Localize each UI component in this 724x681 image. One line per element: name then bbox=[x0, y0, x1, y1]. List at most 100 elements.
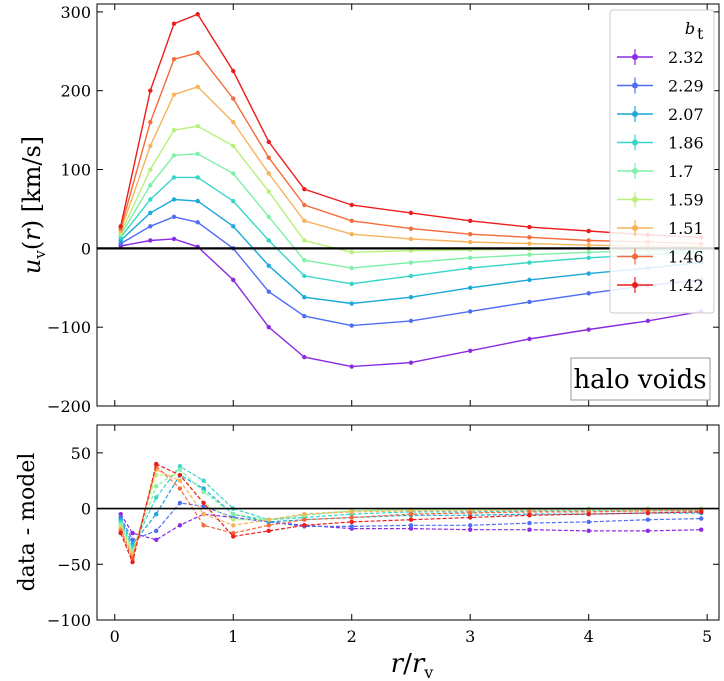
legend-marker bbox=[632, 196, 638, 203]
data-point bbox=[302, 511, 307, 517]
data-point bbox=[171, 236, 177, 242]
data-point bbox=[154, 537, 159, 542]
data-point bbox=[302, 523, 307, 528]
series-1.46 bbox=[118, 464, 704, 561]
data-point bbox=[177, 500, 183, 506]
data-point bbox=[302, 517, 307, 522]
data-point bbox=[171, 175, 177, 180]
data-point bbox=[266, 139, 271, 145]
data-point bbox=[231, 171, 236, 176]
data-point bbox=[699, 509, 704, 515]
bottom-y-axis-title: data - model bbox=[15, 453, 40, 592]
legend-entry: 1.46 bbox=[617, 248, 704, 267]
series-line bbox=[120, 13, 702, 238]
x-tick-label: 4 bbox=[584, 627, 594, 646]
data-point bbox=[201, 523, 206, 528]
data-point bbox=[586, 327, 591, 332]
legend-entry: 2.29 bbox=[617, 77, 704, 96]
legend-marker bbox=[632, 225, 638, 231]
data-point bbox=[266, 238, 271, 243]
data-point bbox=[408, 236, 414, 242]
bottom-panel: −100 −50 0 50 0 1 2 3 4 5 data - model r/rv bbox=[15, 424, 720, 681]
data-point bbox=[408, 260, 414, 265]
data-point bbox=[148, 224, 153, 229]
data-point bbox=[171, 214, 177, 220]
data-point bbox=[231, 534, 236, 539]
data-point bbox=[177, 467, 183, 472]
data-point bbox=[130, 559, 135, 565]
legend-entry: 1.59 bbox=[617, 191, 704, 210]
data-point bbox=[468, 348, 473, 354]
bottom-y-ticks: −100 −50 0 50 bbox=[47, 444, 719, 630]
data-point bbox=[527, 241, 532, 246]
data-point bbox=[177, 472, 183, 478]
y-tick-label: −50 bbox=[57, 555, 91, 574]
legend-title: b bbox=[685, 19, 695, 38]
data-point bbox=[266, 517, 271, 522]
data-point bbox=[699, 516, 704, 521]
legend-entry: 2.07 bbox=[617, 105, 704, 124]
bottom-x-ticks: 0 1 2 3 4 5 bbox=[110, 425, 712, 646]
series-1.86 bbox=[118, 464, 704, 550]
data-point bbox=[349, 519, 354, 525]
series-line bbox=[120, 502, 702, 541]
annotation-label: halo voids bbox=[573, 365, 706, 395]
data-point bbox=[171, 92, 177, 97]
data-point bbox=[154, 461, 159, 467]
data-point bbox=[527, 520, 532, 526]
data-point bbox=[118, 224, 123, 229]
data-point bbox=[118, 511, 123, 517]
data-point bbox=[645, 517, 651, 522]
data-point bbox=[195, 220, 200, 225]
x-tick-label: 3 bbox=[465, 627, 475, 646]
series-2.32 bbox=[118, 236, 704, 369]
data-point bbox=[408, 526, 414, 531]
data-point bbox=[266, 289, 271, 294]
data-point bbox=[231, 530, 236, 536]
data-point bbox=[231, 523, 236, 528]
top-plot-frame bbox=[96, 3, 720, 407]
legend-entry: 2.32 bbox=[617, 48, 704, 67]
data-point bbox=[527, 252, 532, 257]
legend-marker bbox=[632, 168, 638, 174]
data-point bbox=[408, 508, 414, 513]
data-point bbox=[586, 291, 591, 296]
data-point bbox=[586, 228, 591, 234]
y-tick-label: 0 bbox=[81, 500, 91, 519]
data-point bbox=[527, 224, 532, 230]
data-point bbox=[468, 218, 473, 223]
data-point bbox=[201, 486, 206, 491]
data-point bbox=[468, 510, 473, 516]
legend-label: 1.42 bbox=[668, 276, 704, 295]
data-point bbox=[408, 273, 414, 279]
data-point bbox=[302, 218, 307, 223]
data-point bbox=[349, 281, 354, 287]
data-point bbox=[118, 241, 123, 246]
data-point bbox=[148, 143, 153, 149]
data-point bbox=[527, 235, 532, 240]
data-point bbox=[699, 527, 704, 532]
data-point bbox=[195, 123, 200, 129]
y-tick-label: 0 bbox=[81, 239, 91, 258]
legend-entry: 1.51 bbox=[617, 219, 704, 238]
y-tick-label: −100 bbox=[47, 318, 91, 337]
data-point bbox=[408, 517, 414, 522]
data-point bbox=[154, 511, 159, 517]
data-point bbox=[468, 255, 473, 261]
legend-label: 1.46 bbox=[668, 248, 704, 267]
data-point bbox=[201, 500, 206, 506]
data-point bbox=[349, 524, 354, 529]
legend-title-subscript: t bbox=[697, 24, 704, 43]
data-point bbox=[266, 214, 271, 220]
data-point bbox=[195, 151, 200, 156]
data-point bbox=[231, 517, 236, 522]
data-point bbox=[527, 513, 532, 518]
series-1.42 bbox=[118, 461, 704, 565]
data-point bbox=[349, 364, 354, 369]
data-point bbox=[231, 120, 236, 125]
data-point bbox=[266, 263, 271, 268]
data-point bbox=[408, 226, 414, 231]
series-line bbox=[120, 52, 702, 245]
data-point bbox=[349, 231, 354, 237]
data-point bbox=[645, 510, 651, 516]
